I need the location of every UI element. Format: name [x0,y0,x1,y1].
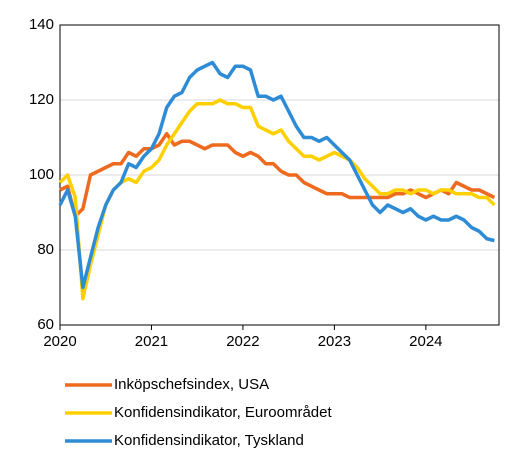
legend-label: Konfidensindikator, Euroområdet [114,404,332,421]
y-tick-label: 100 [29,166,54,183]
x-tick-label: 2024 [409,333,442,350]
x-tick-label: 2020 [43,333,76,350]
y-tick-label: 120 [29,91,54,108]
y-tick-label: 60 [37,316,54,333]
series-line [59,132,496,218]
x-tick-label: 2021 [135,333,168,350]
series-line [58,60,495,290]
y-tick-label: 140 [29,16,54,33]
legend-label: Inköpschefsindex, USA [114,376,269,393]
y-tick-label: 80 [37,241,54,258]
plot-frame [59,24,500,326]
series-line [58,98,496,301]
x-tick-label: 2022 [226,333,259,350]
legend-label: Konfidensindikator, Tyskland [114,432,304,449]
x-tick-label: 2023 [318,333,351,350]
